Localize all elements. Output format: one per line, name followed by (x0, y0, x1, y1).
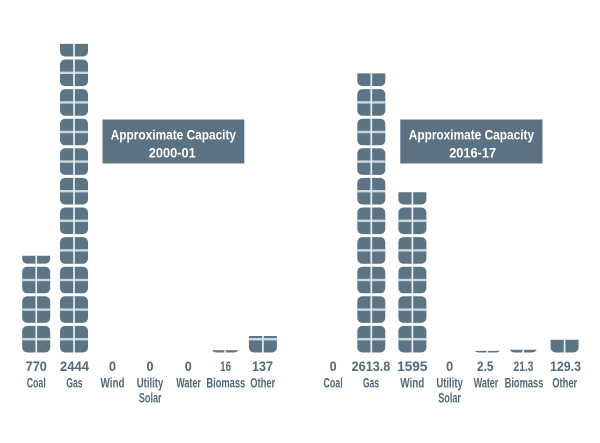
svg-text:Wind: Wind (101, 376, 125, 391)
svg-text:2000-01: 2000-01 (149, 146, 196, 162)
svg-text:Approximate Capacity: Approximate Capacity (409, 128, 534, 144)
svg-text:Biomass: Biomass (505, 376, 544, 391)
svg-text:129.3: 129.3 (550, 359, 581, 374)
svg-text:2444: 2444 (60, 359, 89, 374)
svg-text:137: 137 (252, 359, 273, 374)
svg-text:Coal: Coal (324, 376, 343, 391)
svg-text:2613.8: 2613.8 (352, 359, 391, 374)
svg-text:Approximate Capacity: Approximate Capacity (111, 128, 236, 144)
svg-text:Utility: Utility (436, 376, 463, 391)
svg-text:Gas: Gas (66, 376, 82, 391)
svg-text:Other: Other (250, 376, 276, 391)
svg-text:Biomass: Biomass (206, 376, 245, 391)
svg-text:21.3: 21.3 (514, 359, 534, 374)
svg-text:0: 0 (446, 359, 453, 374)
svg-text:0: 0 (330, 359, 337, 374)
svg-text:770: 770 (26, 359, 48, 374)
svg-text:Wind: Wind (400, 376, 424, 391)
svg-text:0: 0 (185, 359, 192, 374)
svg-text:Gas: Gas (363, 376, 379, 391)
svg-text:Water: Water (176, 376, 201, 391)
svg-text:1595: 1595 (397, 359, 428, 374)
svg-text:0: 0 (147, 359, 154, 374)
svg-text:Water: Water (474, 376, 499, 391)
svg-text:Coal: Coal (27, 376, 46, 391)
svg-text:Solar: Solar (139, 390, 162, 405)
svg-text:2016-17: 2016-17 (449, 146, 496, 162)
svg-text:Utility: Utility (137, 376, 164, 391)
svg-text:0: 0 (109, 359, 116, 374)
svg-text:Solar: Solar (438, 390, 461, 405)
svg-text:Other: Other (552, 376, 578, 391)
svg-text:16: 16 (220, 359, 231, 374)
svg-text:2.5: 2.5 (477, 359, 494, 374)
